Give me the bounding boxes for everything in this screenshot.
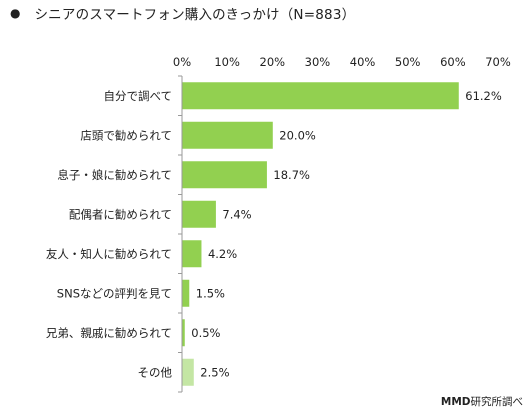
x-tick-label: 30% — [305, 55, 331, 69]
source-suffix: 研究所調べ — [470, 396, 524, 408]
bar — [182, 121, 273, 149]
bar — [182, 161, 267, 189]
x-tick-label: 50% — [395, 55, 421, 69]
category-label: その他 — [138, 365, 173, 379]
bar — [182, 279, 190, 307]
x-tick-label: 20% — [260, 55, 286, 69]
bar — [182, 358, 194, 386]
chart-title-row: ● シニアのスマートフォン購入のきっかけ（N=883） — [10, 2, 355, 24]
bar — [182, 319, 185, 347]
x-tick-label: 0% — [173, 55, 191, 69]
category-label: 友人・知人に勧められて — [46, 247, 172, 261]
category-label: 配偶者に勧められて — [69, 207, 172, 221]
bullet-icon: ● — [10, 6, 21, 20]
bar — [182, 240, 202, 268]
x-tick-label: 60% — [440, 55, 466, 69]
data-label: 20.0% — [279, 128, 316, 142]
data-label: 0.5% — [191, 326, 220, 340]
data-label: 61.2% — [465, 89, 502, 103]
source-note: MMD研究所調べ — [441, 394, 523, 409]
x-tick-label: 70% — [485, 55, 511, 69]
data-label: 1.5% — [196, 286, 225, 300]
data-label: 7.4% — [222, 207, 251, 221]
category-label: 息子・娘に勧められて — [57, 168, 172, 182]
category-label: 自分で調べて — [103, 89, 172, 103]
x-tick-label: 10% — [214, 55, 240, 69]
data-label: 2.5% — [200, 365, 229, 379]
x-tick-label: 40% — [350, 55, 376, 69]
category-label: 店頭で勧められて — [80, 128, 172, 142]
bar — [182, 200, 216, 228]
bar — [182, 82, 459, 110]
data-label: 18.7% — [273, 168, 310, 182]
chart-title: シニアのスマートフォン購入のきっかけ（N=883） — [34, 7, 356, 23]
source-brand: MMD — [440, 396, 471, 408]
data-label: 4.2% — [208, 247, 237, 261]
category-label: 兄弟、親戚に勧められて — [46, 326, 172, 340]
category-label: SNSなどの評判を見て — [57, 286, 172, 300]
